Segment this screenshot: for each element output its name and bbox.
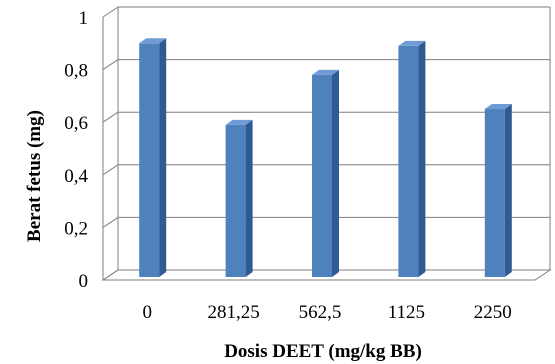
x-axis-title: Dosis DEET (mg/kg BB) [224,341,422,362]
x-tick-label-1: 281,25 [207,302,259,323]
tick-layer: 0 0,2 0,4 0,6 0,8 1 0 281,25 562,5 1125 2250 [64,8,512,323]
bar-top-2 [312,69,339,75]
bar-front-4 [484,109,505,277]
bar-side-4 [504,104,512,277]
wall-diagonal-1 [102,216,119,228]
x-tick-label-0: 0 [142,302,152,323]
bar-side-0 [159,38,167,277]
bar-front-0 [139,43,160,277]
bar-layer [139,38,512,278]
wall-diagonal-4 [102,59,119,71]
y-tick-label-2: 0,4 [64,166,88,187]
bar-top-1 [225,119,253,125]
bar-side-3 [418,40,426,278]
y-tick-label-5: 1 [79,8,89,29]
y-tick-label-4: 0,8 [64,61,88,82]
wall-diagonal-5 [102,6,119,18]
bar-front-3 [398,45,419,278]
bar-front-2 [312,74,332,277]
bar-top-0 [139,38,167,44]
wall-diagonal-3 [102,111,119,123]
y-tick-label-3: 0,6 [64,113,88,134]
y-tick-label-1: 0,2 [64,218,88,239]
y-axis-title: Berat fetus (mg) [24,110,45,242]
bar-top-3 [398,40,426,46]
bar-top-4 [484,104,512,110]
bar-side-2 [332,69,339,277]
x-tick-label-3: 1125 [388,302,425,323]
x-tick-label-4: 2250 [474,302,512,323]
bar-front-1 [225,124,246,277]
bar-side-1 [245,119,253,277]
x-tick-label-2: 562,5 [299,302,342,323]
floor [101,269,552,281]
y-tick-label-0: 0 [79,271,89,292]
wall-diagonal-2 [102,164,119,176]
